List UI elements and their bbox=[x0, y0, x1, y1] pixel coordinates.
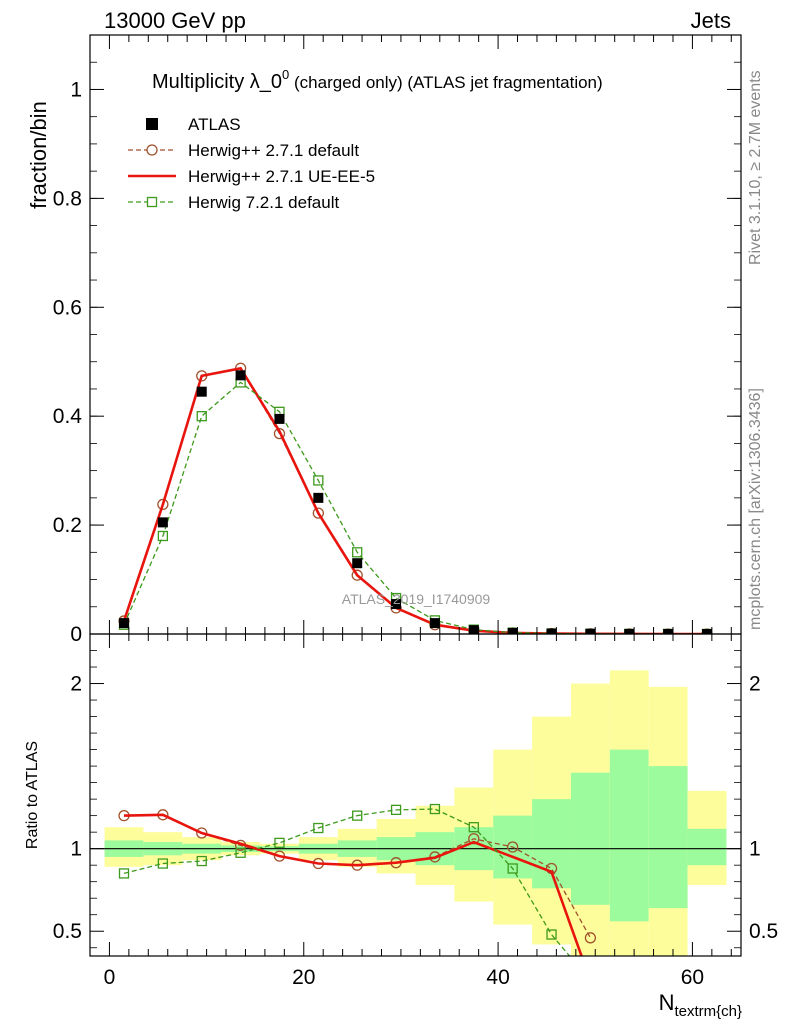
main-point-0-3 bbox=[235, 370, 246, 381]
chart-title: Multiplicity λ_00 (charged only) (ATLAS … bbox=[152, 67, 603, 93]
main-ylabel: fraction/bin bbox=[26, 101, 51, 209]
main-point-1-5 bbox=[312, 507, 324, 519]
main-panel: 0 0.2 0.4 0.6 0.8 1 ATLAS_2019_I1740909 Multi… bbox=[53, 34, 742, 646]
legend-marker-1 bbox=[146, 144, 158, 156]
ratio-point-0-12 bbox=[584, 932, 597, 944]
ratioTicks-ylabel-r-2: 2 bbox=[749, 673, 761, 696]
legend-marker-3 bbox=[146, 196, 158, 208]
main-point-0-7 bbox=[391, 599, 402, 610]
x-tick-label-2: 40 bbox=[486, 966, 509, 989]
ratioTicks-ylabel-0: 0.5 bbox=[53, 920, 82, 943]
main-point-0-4 bbox=[274, 413, 285, 424]
band-inner-13 bbox=[609, 749, 649, 922]
main-point-0-12 bbox=[585, 628, 596, 634]
ratio-point-0-10 bbox=[507, 841, 519, 853]
ratio-line-2 bbox=[123, 808, 571, 956]
ratio-point-2-5 bbox=[313, 822, 324, 834]
ratio-point-2-12 bbox=[586, 976, 595, 985]
main-ticks: 0 0.2 0.4 0.6 0.8 1 bbox=[53, 34, 741, 646]
main-point-0-13 bbox=[624, 628, 635, 634]
ratio-point-2-3 bbox=[235, 847, 246, 858]
ratio-ylabel: Ratio to ATLAS bbox=[24, 741, 41, 849]
legend-marker-0 bbox=[146, 118, 158, 130]
x-tick-label-0: 0 bbox=[104, 966, 116, 989]
ratio-panel: 0.5 0.51 12 20 20 40 60 Ntextrm{ch} bbox=[53, 633, 778, 1020]
ratio-point-2-11 bbox=[546, 929, 557, 940]
main-point-0-2 bbox=[196, 386, 207, 397]
main-point-0-8 bbox=[429, 618, 440, 629]
rivet-version-label: Rivet 3.1.10, ≥ 2.7M events bbox=[747, 70, 764, 265]
main-point-0-10 bbox=[507, 627, 518, 634]
ratio-point-2-8 bbox=[429, 803, 441, 815]
main-point-0-6 bbox=[352, 558, 363, 569]
mainTicks-ylabel-4: 0.8 bbox=[53, 187, 82, 210]
mainTicks-ylabel-0: 0 bbox=[70, 623, 82, 646]
band-inner-12 bbox=[570, 772, 610, 905]
analysis-watermark: ATLAS_2019_I1740909 bbox=[342, 591, 491, 607]
legend-label-0: ATLAS bbox=[188, 115, 241, 134]
main-point-0-9 bbox=[468, 625, 479, 634]
ratio-marks bbox=[90, 670, 741, 985]
mcplots-label: mcplots.cern.ch [arXiv:1306.3436] bbox=[747, 388, 764, 630]
ratio-point-0-2 bbox=[196, 827, 208, 839]
ratio-point-2-1 bbox=[157, 858, 169, 869]
main-point-0-11 bbox=[546, 628, 557, 634]
ratio-ticks: 0.5 0.51 12 20 20 40 60 bbox=[53, 634, 778, 989]
main-point-3-6 bbox=[352, 547, 363, 558]
ratioTicks-ylabel-r-1: 1 bbox=[749, 838, 761, 861]
main-point-1-4 bbox=[273, 427, 286, 440]
mainTicks-ylabel-5: 1 bbox=[70, 78, 82, 101]
main-point-1-1 bbox=[157, 498, 169, 511]
legend-label-1: Herwig++ 2.7.1 default bbox=[188, 141, 359, 160]
ratio-point-2-6 bbox=[352, 810, 363, 821]
legend-label-2: Herwig++ 2.7.1 UE-EE-5 bbox=[188, 167, 375, 186]
main-point-3-2 bbox=[196, 411, 207, 422]
x-axis-label: Ntextrm{ch} bbox=[659, 990, 742, 1020]
ratio-point-2-2 bbox=[196, 855, 207, 867]
main-point-0-1 bbox=[157, 517, 168, 528]
ratioTicks-ylabel-1: 1 bbox=[70, 838, 82, 861]
main-point-1-6 bbox=[351, 569, 363, 581]
ratio-line-1 bbox=[123, 813, 583, 956]
main-point-0-0 bbox=[119, 618, 130, 629]
main-point-3-5 bbox=[313, 475, 324, 486]
ratioTicks-ylabel-2: 2 bbox=[70, 673, 82, 696]
mainTicks-ylabel-3: 0.6 bbox=[53, 296, 82, 319]
x-tick-label-3: 60 bbox=[681, 966, 704, 989]
band-inner-15 bbox=[687, 828, 727, 866]
band-inner-14 bbox=[648, 766, 688, 909]
x-tick-label-1: 20 bbox=[292, 966, 315, 989]
energy-label: 13000 GeV pp bbox=[104, 8, 246, 33]
main-point-0-14 bbox=[663, 628, 674, 634]
ratio-point-0-9 bbox=[468, 833, 480, 845]
ratio-point-2-0 bbox=[118, 868, 130, 879]
main-point-3-1 bbox=[157, 530, 169, 542]
ratioTicks-ylabel-r-0: 0.5 bbox=[749, 920, 778, 943]
mainTicks-ylabel-1: 0.2 bbox=[53, 514, 82, 537]
main-point-0-5 bbox=[313, 492, 324, 503]
ratio-point-2-4 bbox=[274, 837, 285, 849]
main-point-0-15 bbox=[701, 628, 712, 634]
ratio-point-2-10 bbox=[507, 863, 518, 874]
legend-label-3: Herwig 7.2.1 default bbox=[188, 193, 339, 212]
category-label: Jets bbox=[691, 8, 731, 33]
legend: ATLAS Herwig++ 2.7.1 default Herwig++ 2.7.… bbox=[128, 115, 375, 212]
ratio-point-2-7 bbox=[390, 804, 402, 816]
ratio-point-2-9 bbox=[468, 822, 479, 833]
ratio-frame bbox=[89, 633, 742, 957]
mainTicks-ylabel-2: 0.4 bbox=[53, 405, 83, 428]
